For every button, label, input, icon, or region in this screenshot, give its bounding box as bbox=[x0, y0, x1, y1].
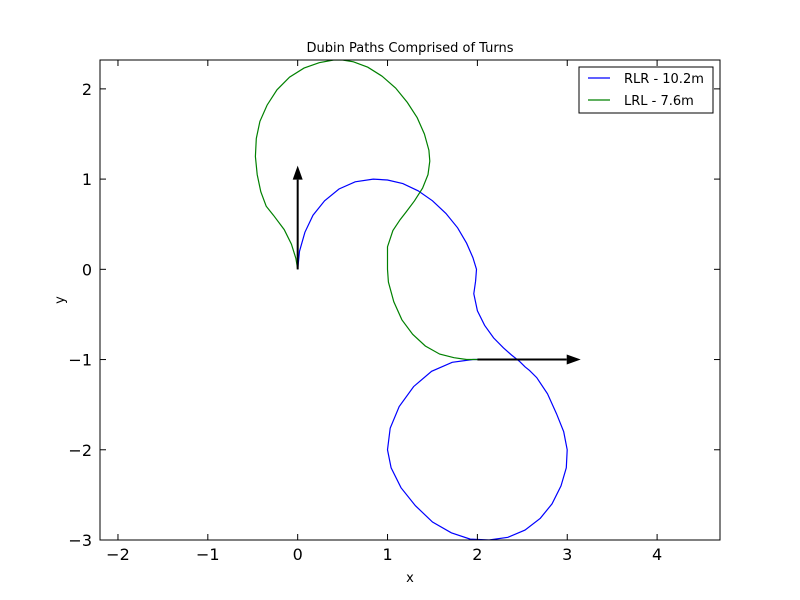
series-layer bbox=[254, 60, 568, 540]
x-tick-label: 0 bbox=[293, 545, 303, 564]
series-line-lrl bbox=[254, 60, 478, 361]
x-tick-label: −1 bbox=[196, 545, 220, 564]
y-tick-label: 1 bbox=[82, 170, 92, 189]
legend: RLR - 10.2m LRL - 7.6m bbox=[578, 66, 714, 114]
plot-frame bbox=[99, 59, 721, 541]
x-tick-label: 4 bbox=[652, 545, 662, 564]
x-tick-label: 2 bbox=[472, 545, 482, 564]
heading-arrow-head-1 bbox=[566, 354, 581, 365]
heading-arrow-head-0 bbox=[292, 165, 303, 180]
x-tick-label: −2 bbox=[106, 545, 130, 564]
x-tick-label: 1 bbox=[382, 545, 392, 564]
y-tick-label: −1 bbox=[68, 351, 92, 370]
x-axis-label: x bbox=[406, 571, 414, 586]
chart-title: Dubin Paths Comprised of Turns bbox=[306, 41, 513, 56]
y-tick-label: −3 bbox=[68, 531, 92, 550]
legend-label-rlr: RLR - 10.2m bbox=[624, 72, 704, 87]
series-line-rlr bbox=[297, 178, 568, 540]
y-axis-label: y bbox=[53, 296, 68, 304]
tick-layer: −2 −1 0 1 2 3 4 −3 −2 −1 0 1 2 bbox=[68, 60, 720, 564]
y-tick-label: −2 bbox=[68, 441, 92, 460]
y-tick-label: 0 bbox=[82, 260, 92, 279]
x-tick-label: 3 bbox=[562, 545, 572, 564]
arrow-layer bbox=[292, 165, 581, 365]
legend-box bbox=[578, 66, 714, 114]
y-tick-label: 2 bbox=[82, 80, 92, 99]
legend-label-lrl: LRL - 7.6m bbox=[624, 94, 694, 109]
